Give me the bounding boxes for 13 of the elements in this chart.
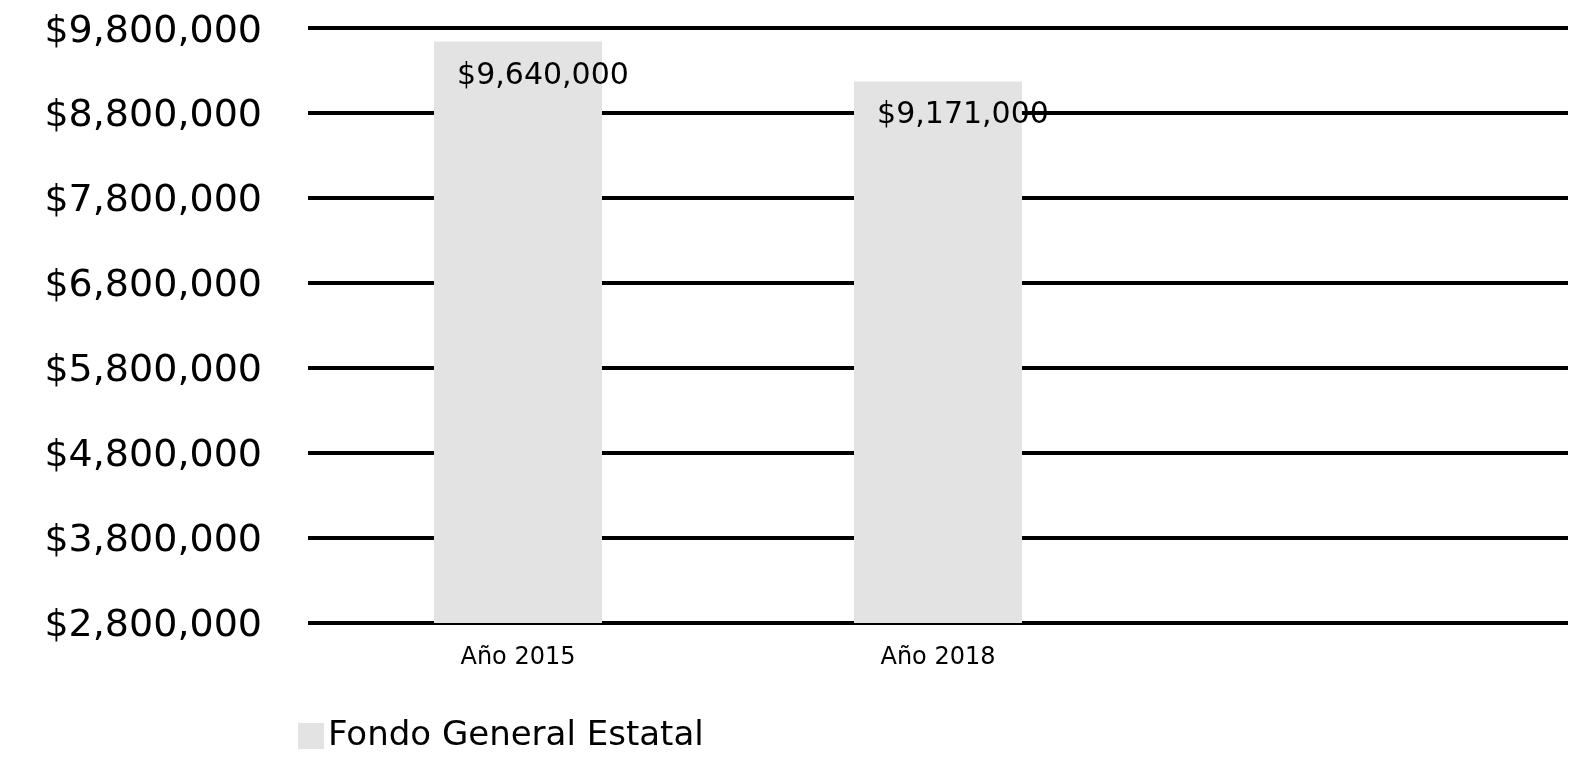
data-label: $9,640,000	[457, 55, 629, 91]
y-tick-label: $7,800,000	[44, 176, 262, 221]
y-tick-label: $2,800,000	[44, 601, 262, 646]
y-tick-label: $5,800,000	[44, 346, 262, 391]
x-tick-label: Año 2018	[880, 642, 996, 671]
y-tick-label: $3,800,000	[44, 516, 262, 561]
x-tick-label: Año 2015	[460, 642, 576, 671]
y-tick-label: $4,800,000	[44, 431, 262, 476]
data-label: $9,171,000	[877, 95, 1049, 131]
y-tick-label: $6,800,000	[44, 261, 262, 306]
legend-label: Fondo General Estatal	[328, 713, 704, 753]
y-tick-label: $8,800,000	[44, 91, 262, 136]
y-tick-label: $9,800,000	[44, 6, 262, 51]
